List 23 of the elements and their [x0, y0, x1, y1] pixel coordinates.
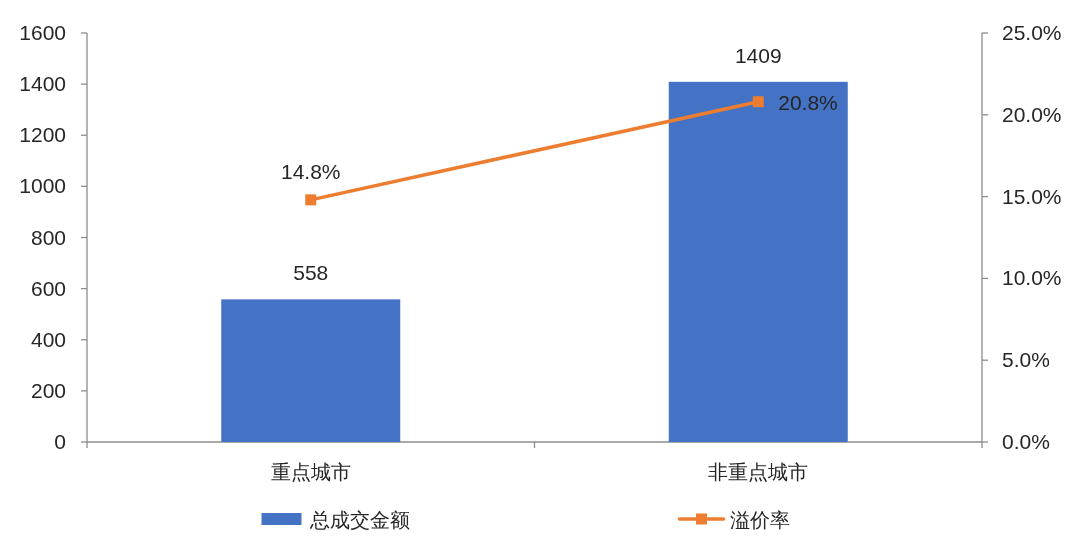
y-tick-label: 1400 [19, 72, 66, 96]
y-tick-label: 1600 [19, 21, 66, 44]
data-label: 558 [293, 261, 329, 285]
y2-tick-label: 5.0% [1002, 348, 1050, 372]
y2-tick-label: 10.0% [1002, 266, 1062, 290]
legend-label: 溢价率 [729, 509, 790, 531]
y2-tick-label: 15.0% [1002, 184, 1062, 208]
data-label: 20.8% [778, 90, 838, 114]
legend-label: 总成交金额 [308, 509, 410, 531]
y2-tick-label: 20.0% [1002, 102, 1062, 126]
y-tick-label: 1200 [19, 123, 66, 147]
data-label: 1409 [734, 43, 782, 67]
y2-tick-label: 25.0% [1002, 21, 1062, 44]
x-tick-label: 非重点城市 [708, 461, 809, 483]
y-tick-label: 200 [30, 378, 66, 402]
y-tick-label: 800 [30, 225, 66, 249]
y-tick-label: 1000 [19, 174, 66, 198]
data-label: 14.8% [280, 159, 341, 183]
y-tick-label: 600 [30, 276, 66, 300]
y-tick-label: 0 [54, 430, 66, 453]
y2-tick-label: 0.0% [1002, 430, 1050, 453]
x-tick-label: 重点城市 [270, 461, 351, 483]
y-tick-label: 400 [30, 327, 66, 351]
